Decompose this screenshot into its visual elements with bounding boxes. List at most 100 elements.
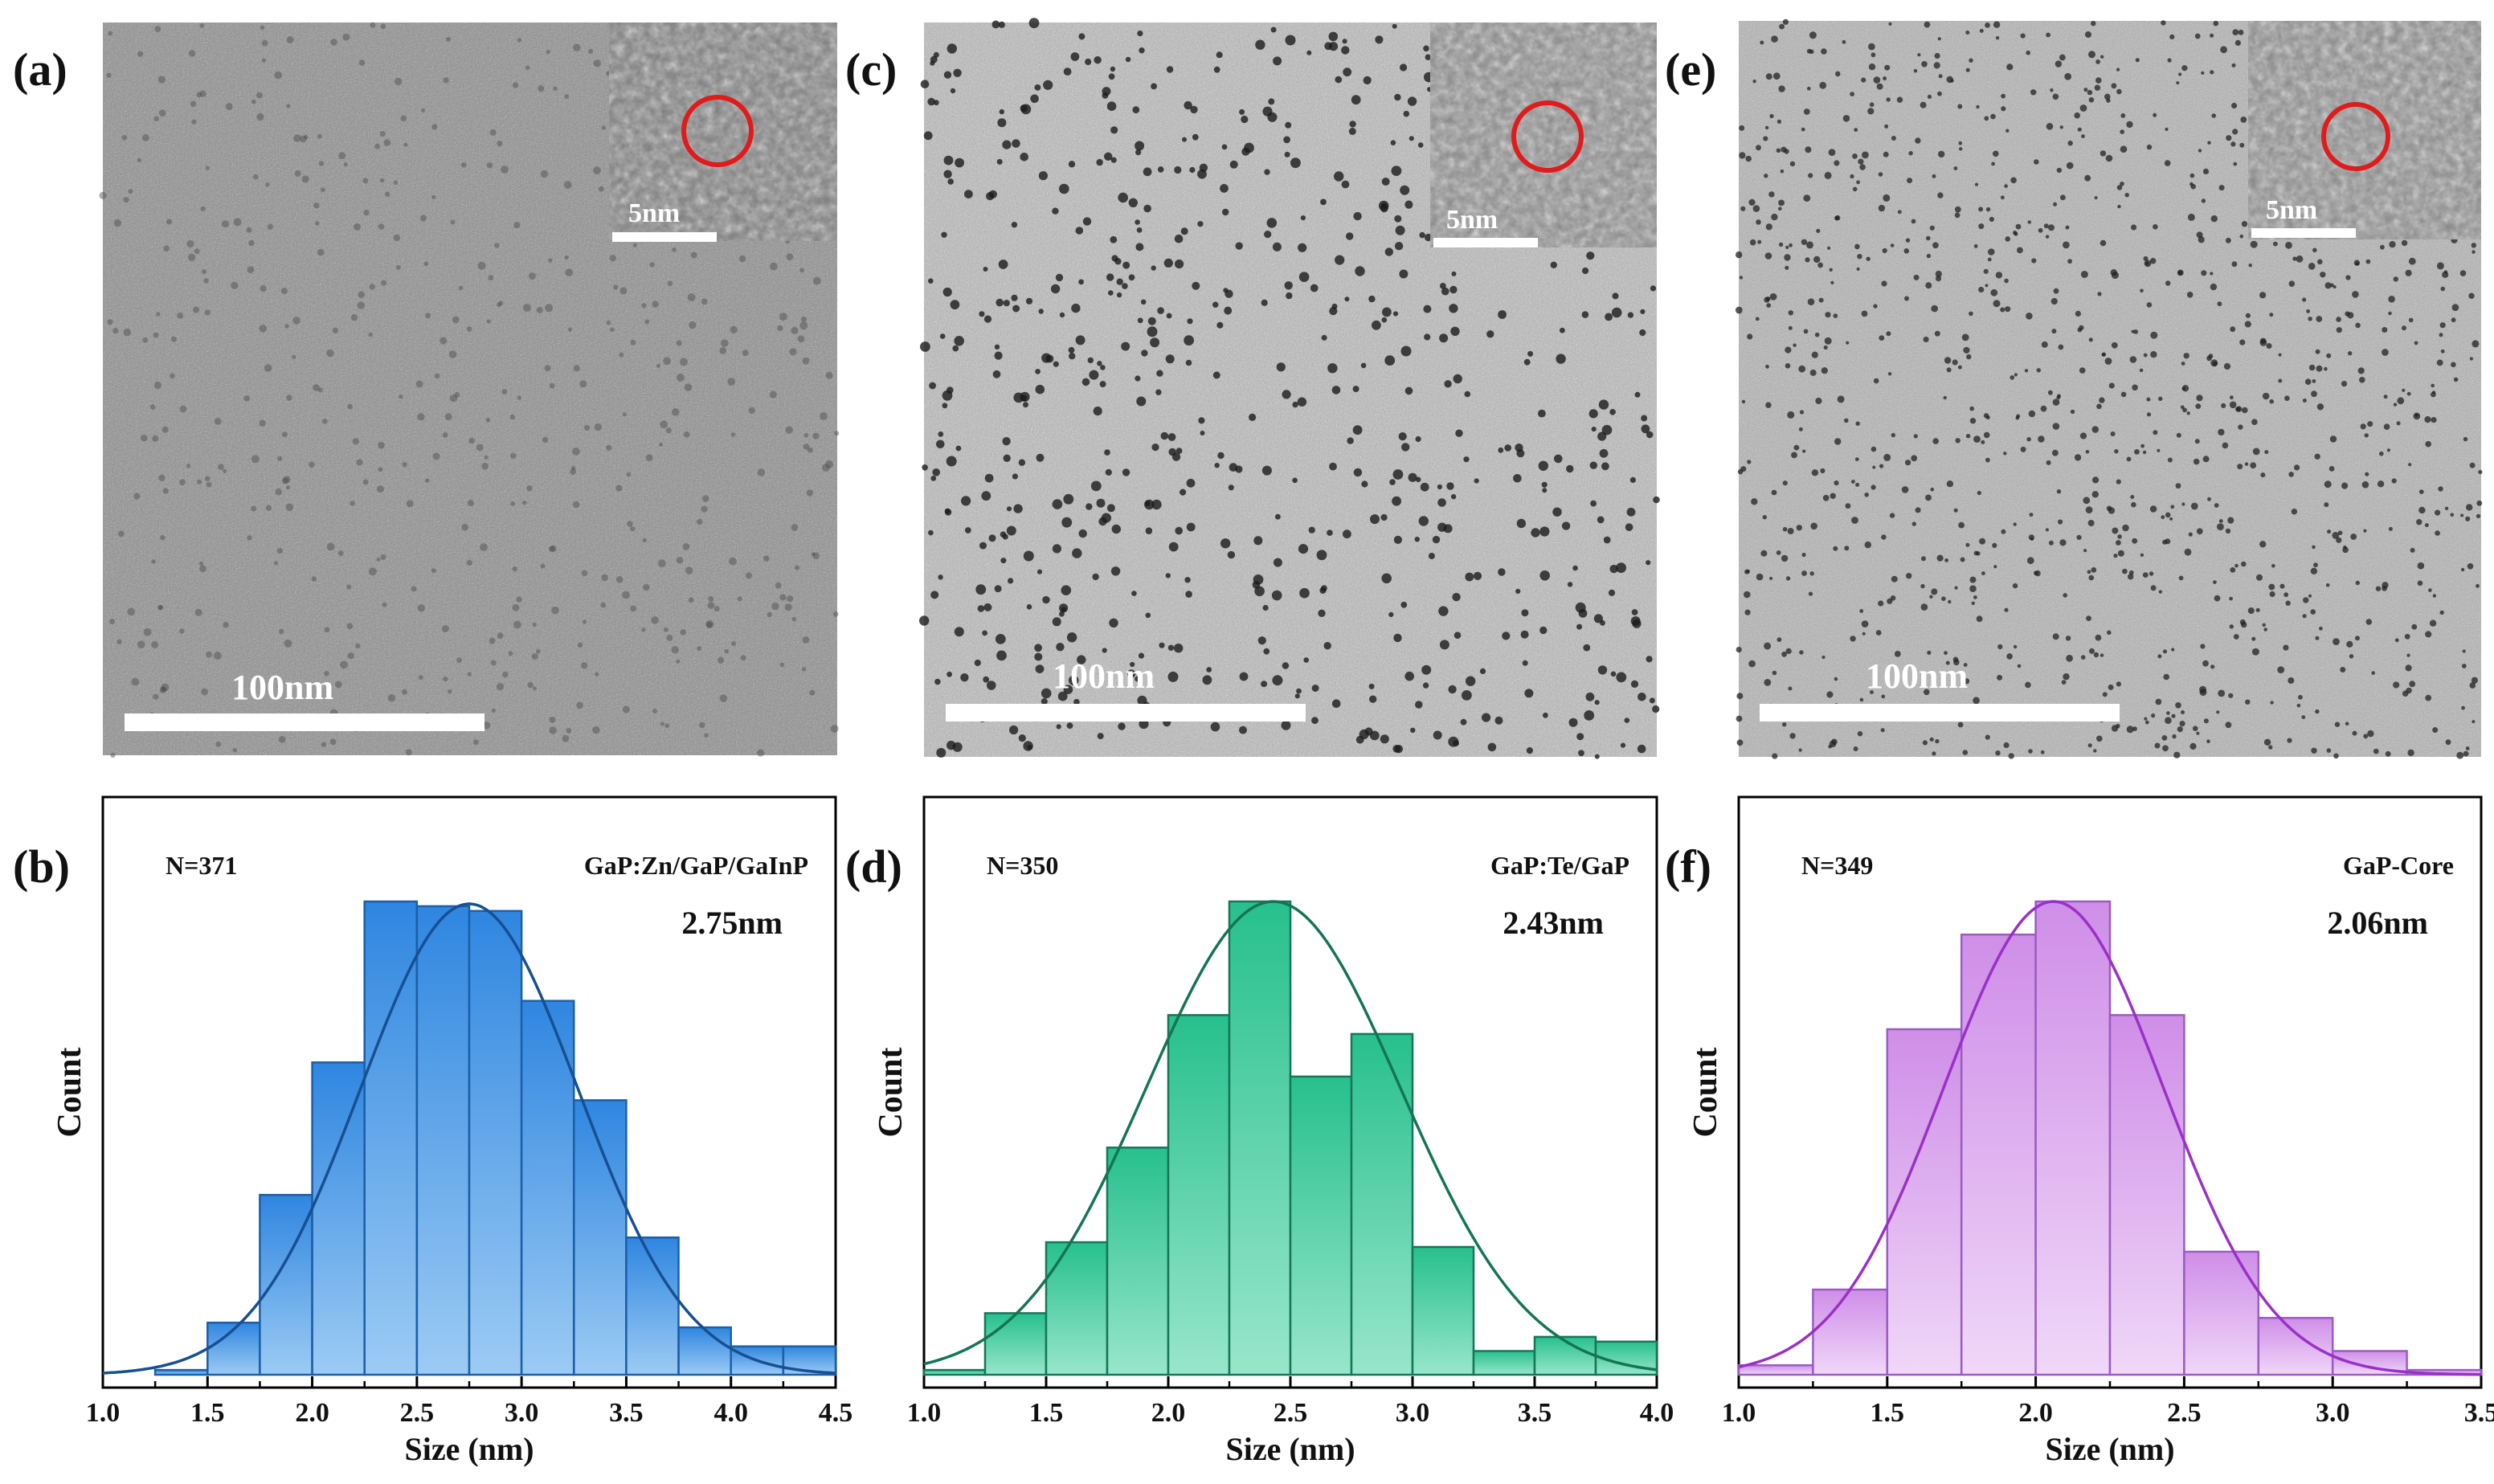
nanoparticle-dot — [1235, 465, 1243, 473]
nanoparticle-dot — [1392, 23, 1397, 29]
nanoparticle-dot — [1937, 192, 1944, 198]
nanoparticle-dot — [551, 606, 559, 615]
nanoparticle-dot — [2061, 680, 2067, 685]
nanoparticle-dot — [197, 479, 202, 484]
inset-image-e: 5nm — [2248, 21, 2481, 239]
nanoparticle-dot — [1541, 481, 1548, 488]
nanoparticle-dot — [137, 157, 141, 162]
nanoparticle-dot — [2158, 590, 2163, 594]
nanoparticle-dot — [1257, 636, 1266, 645]
nanoparticle-dot — [1538, 460, 1549, 471]
nanoparticle-dot — [2051, 329, 2057, 334]
nanoparticle-dot — [1957, 722, 1964, 728]
nanoparticle-dot — [1924, 21, 1931, 28]
nanoparticle-dot — [1449, 285, 1458, 294]
nanoparticle-dot — [2269, 313, 2274, 317]
nanoparticle-dot — [2116, 479, 2121, 484]
nanoparticle-dot — [801, 667, 807, 672]
nanoparticle-dot — [1342, 39, 1347, 44]
nanoparticle-dot — [1282, 662, 1290, 669]
nanoparticle-dot — [2232, 29, 2239, 35]
nanoparticle-dot — [1056, 643, 1065, 652]
nanoparticle-dot — [2445, 739, 2451, 746]
nanoparticle-dot — [2063, 673, 2070, 681]
nanoparticle-dot — [1011, 222, 1018, 228]
nanoparticle-dot — [2262, 623, 2266, 627]
tem-image-e: 5nm 100nm — [1735, 18, 2483, 759]
nanoparticle-dot — [595, 672, 599, 677]
nanoparticle-dot — [2100, 55, 2104, 59]
nanoparticle-dot — [343, 162, 348, 167]
nanoparticle-dot — [1003, 300, 1010, 307]
nanoparticle-dot — [1965, 31, 1970, 35]
x-axis-label: Size (nm) — [404, 1431, 534, 1467]
nanoparticle-dot — [630, 339, 636, 345]
nanoparticle-dot — [1542, 488, 1548, 493]
nanoparticle-dot — [2067, 141, 2073, 146]
nanoparticle-dot — [260, 285, 267, 292]
nanoparticle-dot — [1102, 648, 1107, 653]
nanoparticle-dot — [2417, 580, 2423, 587]
nanoparticle-dot — [2345, 275, 2351, 280]
nanoparticle-dot — [378, 223, 385, 230]
nanoparticle-dot — [276, 547, 283, 554]
nanoparticle-dot — [1859, 164, 1866, 170]
nanoparticle-dot — [1335, 76, 1343, 84]
nanoparticle-dot — [395, 264, 401, 270]
nanoparticle-dot — [613, 284, 619, 290]
nanoparticle-dot — [1772, 753, 1778, 759]
nanoparticle-dot — [1824, 171, 1832, 179]
nanoparticle-dot — [671, 408, 680, 416]
nanoparticle-dot — [1608, 589, 1616, 597]
nanoparticle-dot — [186, 239, 194, 248]
nanoparticle-dot — [2050, 88, 2054, 92]
nanoparticle-dot — [317, 133, 322, 139]
nanoparticle-dot — [1078, 279, 1084, 285]
nanoparticle-dot — [2133, 329, 2139, 334]
nanoparticle-dot — [2467, 563, 2474, 570]
nanoparticle-dot — [247, 535, 252, 541]
nanoparticle-dot — [286, 485, 290, 490]
nanoparticle-dot — [1969, 58, 1973, 63]
nanoparticle-dot — [2201, 71, 2205, 75]
nanoparticle-dot — [2202, 456, 2210, 463]
nanoparticle-dot — [1993, 300, 2001, 308]
nanoparticle-dot — [2010, 375, 2015, 380]
nanoparticle-dot — [406, 500, 414, 508]
nanoparticle-dot — [1866, 256, 1870, 261]
nanoparticle-dot — [161, 426, 169, 433]
nanoparticle-dot — [2220, 46, 2228, 54]
nanoparticle-dot — [1068, 161, 1076, 168]
nanoparticle-dot — [1159, 642, 1165, 648]
nanoparticle-dot — [994, 344, 1000, 350]
nanoparticle-dot — [2471, 243, 2476, 248]
nanoparticle-dot — [592, 726, 600, 734]
nanoparticle-dot — [1627, 312, 1634, 318]
nanoparticle-dot — [1969, 418, 1977, 424]
nanoparticle-dot — [2241, 561, 2247, 567]
nanoparticle-dot — [1311, 717, 1319, 724]
nanoparticle-dot — [2091, 491, 2099, 498]
nanoparticle-dot — [936, 747, 946, 758]
nanoparticle-dot — [1502, 632, 1511, 640]
nanoparticle-dot — [811, 552, 816, 557]
nanoparticle-dot — [1882, 247, 1887, 254]
nanoparticle-dot — [1764, 252, 1772, 260]
nanoparticle-dot — [2030, 89, 2037, 96]
nanoparticle-dot — [334, 681, 342, 689]
nanoparticle-dot — [340, 660, 348, 669]
nanoparticle-dot — [143, 628, 152, 636]
nanoparticle-dot — [2087, 89, 2093, 96]
nanoparticle-dot — [791, 616, 797, 622]
nanoparticle-dot — [1100, 365, 1106, 370]
nanoparticle-dot — [2308, 594, 2312, 598]
nanoparticle-dot — [1109, 618, 1118, 628]
nanoparticle-dot — [812, 276, 821, 285]
nanoparticle-dot — [2302, 297, 2307, 302]
nanoparticle-dot — [927, 97, 935, 106]
nanoparticle-dot — [1932, 174, 1936, 178]
nanoparticle-dot — [157, 604, 163, 611]
nanoparticle-dot — [1987, 257, 1992, 262]
nanoparticle-dot — [179, 479, 186, 486]
nanoparticle-dot — [1323, 642, 1331, 650]
